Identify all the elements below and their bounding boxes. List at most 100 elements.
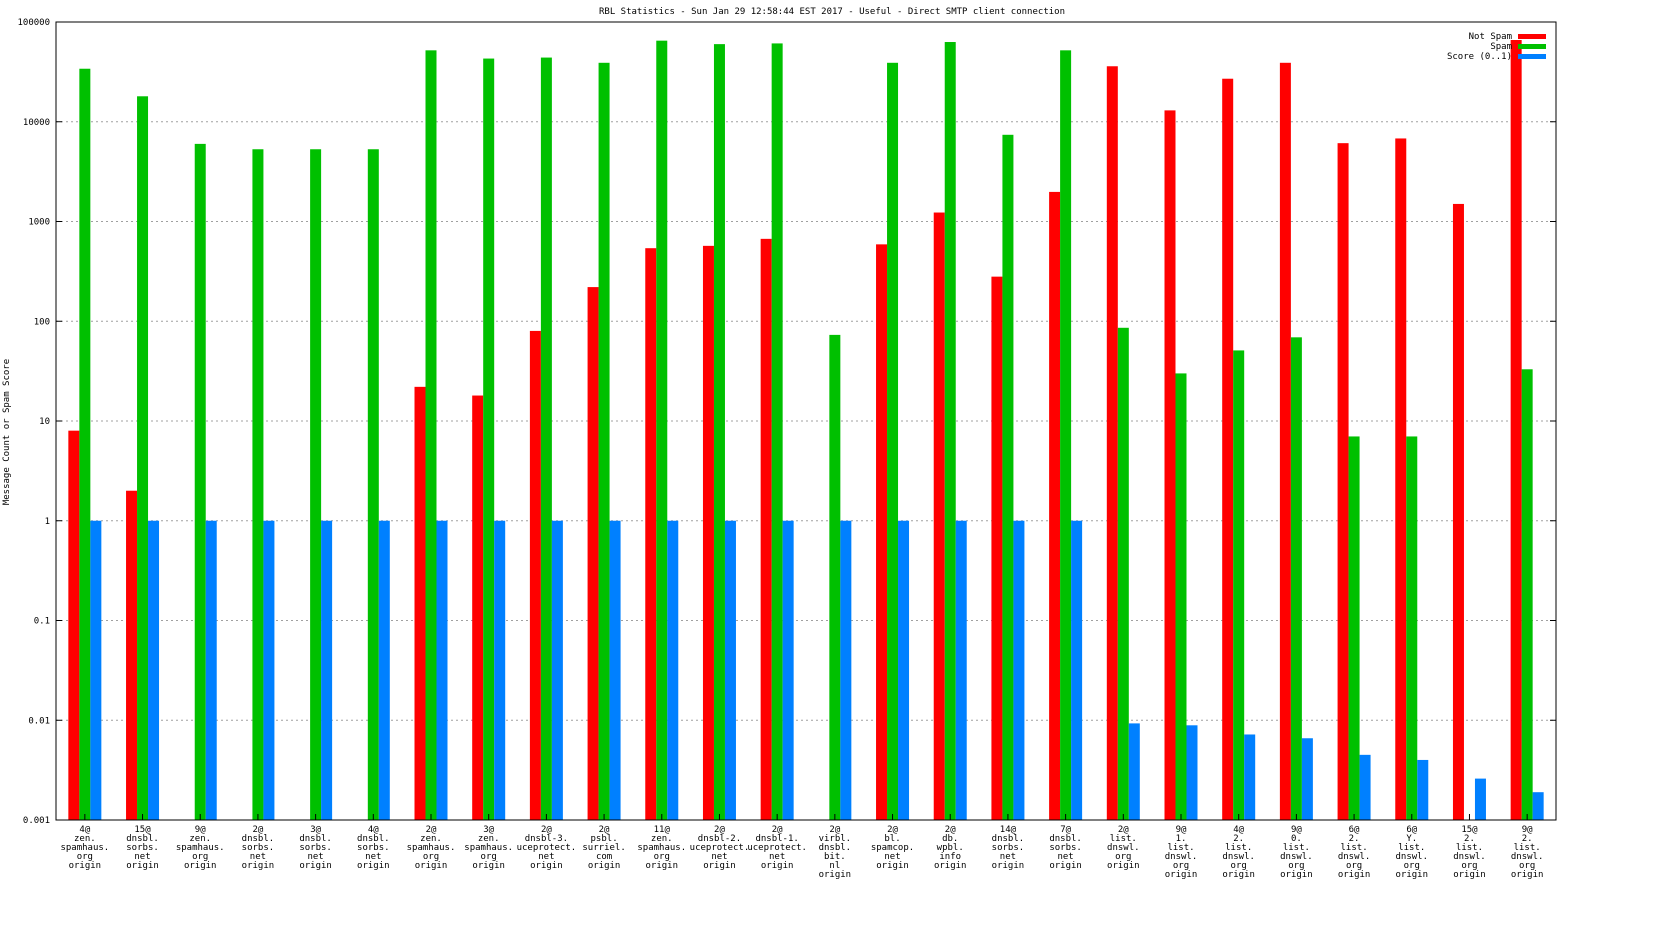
x-tick-label-line: dnsbl. [242,834,275,844]
x-tick-label-line: sorbs. [357,843,390,853]
x-tick-label-line: dnswl. [1396,852,1429,862]
x-tick-label-line: 14@ [1000,825,1017,835]
bar-score-0-1 [551,520,563,820]
x-tick-label-line: uceprotect. [747,843,807,853]
x-tick-label-line: list. [1398,843,1425,853]
x-tick-label-line: sorbs. [242,843,275,853]
chart-title: RBL Statistics - Sun Jan 29 12:58:44 EST… [599,7,1065,17]
x-tick-label: 2@ dnsbl-3. uceprotect. net origin [517,825,577,871]
x-tick-label-line: 3@ [310,825,321,835]
x-tick-label-line: origin [1165,870,1198,880]
bar-spam [310,149,322,820]
x-tick-label-line: origin [588,861,621,871]
x-tick-label-line: net [538,852,554,862]
bar-not-spam [1222,78,1234,821]
x-tick-label-line: dnsbl. [1049,834,1082,844]
x-tick-label-line: 9@ [1291,825,1302,835]
x-tick-label-line: dnswl. [1165,852,1198,862]
bar-spam [829,334,841,820]
y-tick-label: 1000 [28,218,50,228]
bar-not-spam [760,238,772,820]
bar-spam [713,44,725,821]
bar-not-spam [1510,40,1522,821]
legend-swatch [1518,34,1546,39]
x-tick-label-line: list. [1514,843,1541,853]
x-tick-label-line: info [939,852,961,862]
x-tick-label-line: bit. [824,852,846,862]
bar-spam [1002,134,1014,820]
x-tick-label: 4@ 2. list. dnswl. org origin [1222,825,1255,880]
x-tick-label-line: 4@ [368,825,379,835]
bar-spam [1175,373,1187,820]
bar-not-spam [645,248,657,820]
x-tick-label-line: 4@ [79,825,90,835]
x-tick-label: 4@ zen. spamhaus. org origin [60,825,109,871]
x-tick-label-line: org [423,852,439,862]
y-tick-label: 100000 [17,18,50,28]
bar-score-0-1 [898,520,910,820]
bar-score-0-1 [1071,520,1083,820]
x-tick-label-line: org [1346,861,1362,871]
y-tick-label: 10 [39,417,50,427]
x-tick-label-line: 15@ [1461,825,1478,835]
bar-not-spam [126,490,138,820]
x-tick-label-line: spamhaus. [464,843,513,853]
x-tick-label-line: org [1173,861,1189,871]
x-tick-label-line: 2@ [426,825,437,835]
x-tick-label-line: dnswl. [1453,852,1486,862]
x-tick-label-line: dnswl. [1107,843,1140,853]
x-tick-label-line: origin [126,861,159,871]
bar-not-spam [68,430,80,820]
x-tick-label-line: 2. [1522,834,1533,844]
x-tick-label: 6@ 2. list. dnswl. org origin [1338,825,1371,880]
x-tick-label-line: uceprotect. [517,843,577,853]
y-tick-label: 0.1 [34,617,50,627]
x-tick-label-line: list. [1456,843,1483,853]
bar-spam [79,68,91,820]
bar-score-0-1 [1359,754,1371,820]
y-tick-label: 1 [45,517,50,527]
x-tick-label: 9@ 0. list. dnswl. org origin [1280,825,1313,880]
bar-score-0-1 [1474,778,1486,820]
x-tick-label: 3@ zen. spamhaus. org origin [464,825,513,871]
x-tick-label-line: dnswl. [1222,852,1255,862]
x-tick-label-line: net [1000,852,1016,862]
bar-score-0-1 [955,520,967,820]
bar-spam [656,40,668,821]
x-tick-label-line: net [250,852,266,862]
bar-score-0-1 [1013,520,1025,820]
x-tick-label-line: 2@ [541,825,552,835]
bar-not-spam [1395,138,1407,821]
bar-spam [194,143,206,821]
x-tick-label: 9@ 2. list. dnswl. org origin [1511,825,1544,880]
x-tick-label-line: zen. [189,834,211,844]
x-tick-label-line: 6@ [1349,825,1360,835]
bar-spam [252,149,264,820]
x-tick-label-line: nl [829,861,840,871]
x-tick-label-line: dnsbl. [992,834,1025,844]
bar-score-0-1 [667,520,679,820]
x-tick-label-line: 2@ [253,825,264,835]
x-tick-label-line: origin [819,870,852,880]
x-tick-label-line: 2@ [714,825,725,835]
x-tick-label-line: dnsbl-3. [525,834,568,844]
y-tick-label: 10000 [23,118,50,128]
x-tick-label-line: origin [415,861,448,871]
x-tick-label-line: org [481,852,497,862]
bar-score-0-1 [205,520,217,820]
bar-score-0-1 [148,520,160,820]
x-tick-label-line: dnsbl. [299,834,332,844]
x-tick-label-line: list. [1225,843,1252,853]
bar-score-0-1 [436,520,448,820]
x-tick-label-line: spamhaus. [637,843,686,853]
x-tick-label-line: zen. [478,834,500,844]
x-tick-label-line: dnswl. [1511,852,1544,862]
bar-spam [1406,436,1418,820]
legend-label: Score (0..1) [1447,52,1512,62]
x-tick-label-line: 2. [1233,834,1244,844]
x-tick-label-line: 2@ [772,825,783,835]
x-tick-label: 15@ 2. list. dnswl. org origin [1453,825,1486,880]
x-tick-label-line: origin [646,861,679,871]
x-tick-label: 11@ zen. spamhaus. org origin [637,825,686,871]
bar-spam [425,50,437,820]
